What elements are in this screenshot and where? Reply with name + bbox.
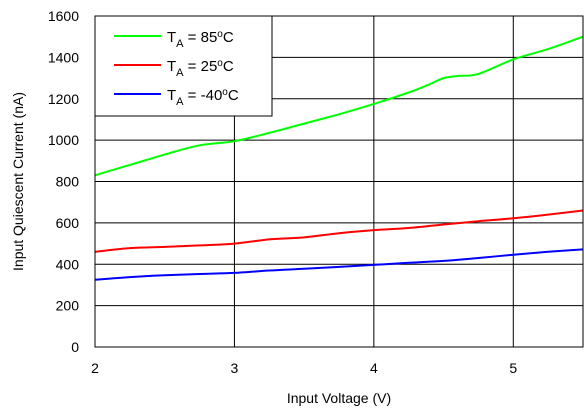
y-tick-label: 1400	[48, 49, 79, 65]
y-tick-label: 800	[56, 174, 80, 190]
y-tick-label: 1600	[48, 8, 79, 24]
y-tick-label: 1000	[48, 132, 79, 148]
legend-label: TA = 85oC	[167, 29, 234, 50]
grid	[95, 16, 583, 347]
x-tick-label: 4	[370, 360, 378, 376]
x-tick-label: 3	[231, 360, 239, 376]
series-lines	[94, 35, 584, 281]
x-tick-label: 2	[91, 360, 99, 376]
x-tick-label: 5	[509, 360, 517, 376]
legend: TA = 85oC TA = 25oC TA = -40oC	[94, 15, 273, 117]
series-line	[94, 248, 584, 281]
y-tick-label: 0	[71, 339, 79, 355]
legend-label: TA = -40oC	[167, 87, 239, 108]
legend-label: TA = 25oC	[167, 58, 234, 79]
tick-labels: 2 3 4 5 0 200 400 600 800 1000 1200 1400 1600	[48, 8, 518, 376]
series-line	[94, 35, 584, 177]
y-tick-label: 600	[56, 215, 80, 231]
y-tick-label: 200	[56, 298, 80, 314]
y-axis-title: Input Quiescent Current (nA)	[10, 92, 26, 271]
plot-area-frame	[94, 15, 584, 348]
y-tick-label: 1200	[48, 91, 79, 107]
x-axis-title: Input Voltage (V)	[287, 390, 391, 406]
series-line	[94, 209, 584, 253]
y-tick-label: 400	[56, 256, 80, 272]
